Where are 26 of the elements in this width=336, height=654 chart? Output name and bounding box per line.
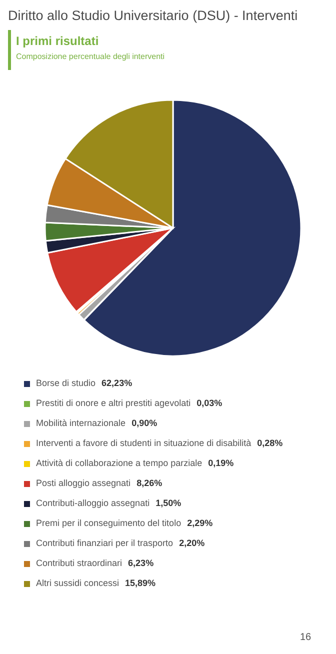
data-label: 2,29% (187, 518, 213, 528)
data-label: 0,90% (132, 418, 158, 428)
data-label: 2,20% (179, 538, 205, 548)
legend-label: Interventi a favore di studenti in situazione di disabilità (36, 438, 252, 448)
legend-label: Mobilità internazionale (36, 418, 126, 428)
legend-label: Contributi-alloggio assegnati (36, 498, 150, 508)
data-label: 0,03% (196, 398, 222, 408)
legend-label: Attività di collaborazione a tempo parziale (36, 458, 202, 468)
data-label: 62,23% (102, 378, 132, 388)
legend-label: Contributi straordinari (36, 558, 122, 568)
data-label: 15,89% (125, 578, 156, 588)
legend-label: Prestiti di onore e altri prestiti agevolati (36, 398, 191, 408)
legend-label: Posti alloggio assegnati (36, 478, 131, 488)
legend-label: Contributi finanziari per il trasporto (36, 538, 174, 548)
data-label: 6,23% (128, 558, 154, 568)
data-label: 0,19% (208, 458, 234, 468)
legend-label: Altri sussidi concessi (36, 578, 120, 588)
legend-label: Premi per il conseguimento del titolo (36, 518, 182, 528)
data-label: 8,26% (136, 478, 162, 488)
chart-title: Diritto allo Studio Universitario (DSU) - Interventi (8, 8, 298, 23)
data-label: 1,50% (156, 498, 182, 508)
text: 16 (300, 632, 312, 643)
chart-subtitle: I primi risultati (16, 34, 99, 48)
data-label: 0,28% (257, 438, 283, 448)
legend-label: Borse di studio (36, 378, 96, 388)
text: Composizione percentuale degli interventi (16, 52, 165, 61)
